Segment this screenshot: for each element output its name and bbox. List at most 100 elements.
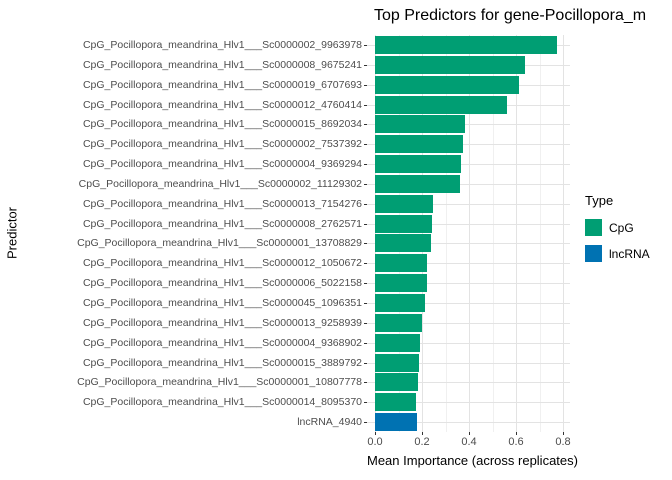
gridline-horizontal	[367, 203, 570, 205]
x-tick-mark	[516, 432, 517, 435]
x-tick-label: 0.6	[508, 436, 524, 448]
x-tick-label: 0.8	[555, 436, 571, 448]
gridline-vertical	[492, 35, 494, 432]
bar-CpG_Pocillopora_meandrina_Hlv1___Sc0000012_1050672	[375, 254, 427, 273]
y-tick-label: CpG_Pocillopora_meandrina_Hlv1___Sc00000…	[82, 78, 362, 91]
bar-CpG_Pocillopora_meandrina_Hlv1___Sc0000013_9258939	[375, 313, 423, 332]
legend-title: Type	[585, 193, 614, 208]
gridline-horizontal	[367, 322, 570, 324]
bar-CpG_Pocillopora_meandrina_Hlv1___Sc0000002_11129302	[375, 174, 460, 193]
gridline-vertical	[422, 35, 423, 432]
y-tick-label: CpG_Pocillopora_meandrina_Hlv1___Sc00000…	[77, 376, 362, 389]
y-tick-mark	[364, 382, 367, 384]
x-tick-label: 0.2	[414, 436, 430, 448]
gridline-horizontal	[367, 164, 570, 165]
gridline-horizontal	[367, 283, 570, 285]
y-tick-label: CpG_Pocillopora_meandrina_Hlv1___Sc00000…	[82, 316, 362, 329]
y-tick-label: CpG_Pocillopora_meandrina_Hlv1___Sc00000…	[82, 257, 362, 270]
gridline-horizontal	[367, 342, 570, 344]
y-tick-mark	[364, 402, 367, 404]
x-tick-label: 0.4	[461, 436, 477, 448]
bar-CpG_Pocillopora_meandrina_Hlv1___Sc0000045_1096351	[375, 294, 426, 312]
legend-key-swatch	[585, 219, 602, 236]
legend-label: CpG	[609, 220, 634, 235]
bar-CpG_Pocillopora_meandrina_Hlv1___Sc0000014_8095370	[375, 393, 417, 412]
x-axis-title: Mean Importance (across replicates)	[367, 453, 578, 468]
gridline-horizontal	[367, 402, 570, 404]
y-tick-label: CpG_Pocillopora_meandrina_Hlv1___Sc00000…	[82, 138, 362, 151]
bar-CpG_Pocillopora_meandrina_Hlv1___Sc0000008_2762571	[375, 214, 433, 233]
gridline-horizontal	[367, 382, 570, 384]
y-tick-mark	[364, 203, 367, 205]
y-tick-label: CpG_Pocillopora_meandrina_Hlv1___Sc00000…	[82, 217, 362, 230]
legend-entry-CpG: CpG	[585, 219, 650, 236]
bar-CpG_Pocillopora_meandrina_Hlv1___Sc0000008_9675241	[375, 55, 526, 74]
y-tick-mark	[364, 64, 367, 66]
y-tick-mark	[364, 104, 367, 106]
y-tick-mark	[364, 84, 367, 86]
y-tick-mark	[364, 223, 367, 225]
gridline-horizontal	[367, 243, 570, 245]
y-tick-label: CpG_Pocillopora_meandrina_Hlv1___Sc00000…	[82, 197, 362, 210]
chart-title: Top Predictors for gene-Pocillopora_m	[374, 7, 647, 24]
gridline-horizontal	[367, 183, 570, 185]
y-tick-label: CpG_Pocillopora_meandrina_Hlv1___Sc00000…	[82, 38, 362, 51]
gridline-horizontal	[367, 144, 570, 146]
plot-panel	[367, 35, 570, 432]
legend-entries: CpG lncRNA	[585, 219, 650, 262]
y-tick-mark	[364, 144, 367, 146]
gridline-vertical	[375, 35, 376, 432]
bar-CpG_Pocillopora_meandrina_Hlv1___Sc0000001_13708829	[375, 234, 432, 253]
y-tick-label: CpG_Pocillopora_meandrina_Hlv1___Sc00000…	[82, 118, 362, 131]
y-tick-label: lncRNA_4940	[297, 416, 362, 429]
y-tick-label: CpG_Pocillopora_meandrina_Hlv1___Sc00000…	[82, 158, 362, 170]
gridline-vertical	[563, 35, 564, 432]
y-tick-label: CpG_Pocillopora_meandrina_Hlv1___Sc00000…	[77, 237, 362, 250]
gridline-vertical	[398, 35, 400, 432]
y-tick-label: CpG_Pocillopora_meandrina_Hlv1___Sc00000…	[82, 336, 362, 349]
y-tick-label: CpG_Pocillopora_meandrina_Hlv1___Sc00000…	[78, 177, 362, 190]
x-tick-mark	[469, 432, 470, 435]
y-tick-mark	[364, 303, 367, 304]
bar-CpG_Pocillopora_meandrina_Hlv1___Sc0000006_5022158	[375, 274, 427, 293]
y-tick-mark	[364, 44, 367, 46]
gridline-horizontal	[367, 223, 570, 225]
bar-CpG_Pocillopora_meandrina_Hlv1___Sc0000012_4760414	[375, 95, 507, 114]
bar-lncRNA_4940	[375, 413, 417, 432]
y-tick-mark	[364, 124, 367, 126]
legend-entry-lncRNA: lncRNA	[585, 245, 650, 262]
y-tick-mark	[364, 362, 367, 364]
y-tick-mark	[364, 322, 367, 324]
bar-CpG_Pocillopora_meandrina_Hlv1___Sc0000019_6707693	[375, 75, 519, 94]
bar-CpG_Pocillopora_meandrina_Hlv1___Sc0000002_7537392	[375, 135, 463, 154]
gridline-vertical	[539, 35, 541, 432]
y-tick-label: CpG_Pocillopora_meandrina_Hlv1___Sc00000…	[82, 396, 362, 409]
bar-CpG_Pocillopora_meandrina_Hlv1___Sc0000001_10807778	[375, 373, 418, 392]
bar-CpG_Pocillopora_meandrina_Hlv1___Sc0000004_9369294	[375, 155, 462, 173]
bar-CpG_Pocillopora_meandrina_Hlv1___Sc0000013_7154276	[375, 194, 433, 213]
y-tick-mark	[364, 183, 367, 185]
x-tick-mark	[375, 432, 376, 435]
gridline-horizontal	[367, 362, 570, 364]
legend: Type CpG lncRNA	[585, 193, 650, 271]
legend-label: lncRNA	[609, 246, 650, 261]
gridline-vertical	[445, 35, 447, 432]
bar-CpG_Pocillopora_meandrina_Hlv1___Sc0000015_3889792	[375, 353, 420, 372]
bar-CpG_Pocillopora_meandrina_Hlv1___Sc0000004_9368902	[375, 333, 420, 352]
x-tick-mark	[563, 432, 564, 435]
y-tick-mark	[364, 164, 367, 165]
y-tick-mark	[364, 283, 367, 285]
y-axis-title: Predictor	[4, 206, 20, 260]
y-tick-mark	[364, 342, 367, 344]
y-tick-label: CpG_Pocillopora_meandrina_Hlv1___Sc00000…	[82, 277, 362, 290]
y-tick-label: CpG_Pocillopora_meandrina_Hlv1___Sc00000…	[82, 58, 362, 71]
x-tick-label: 0.0	[367, 436, 383, 448]
bar-CpG_Pocillopora_meandrina_Hlv1___Sc0000015_8692034	[375, 115, 465, 134]
y-tick-label: CpG_Pocillopora_meandrina_Hlv1___Sc00000…	[82, 297, 362, 309]
bar-CpG_Pocillopora_meandrina_Hlv1___Sc0000002_9963978	[375, 35, 557, 54]
y-tick-mark	[364, 243, 367, 245]
y-tick-label: CpG_Pocillopora_meandrina_Hlv1___Sc00000…	[82, 98, 362, 111]
gridline-horizontal	[367, 422, 570, 424]
x-tick-mark	[422, 432, 423, 435]
